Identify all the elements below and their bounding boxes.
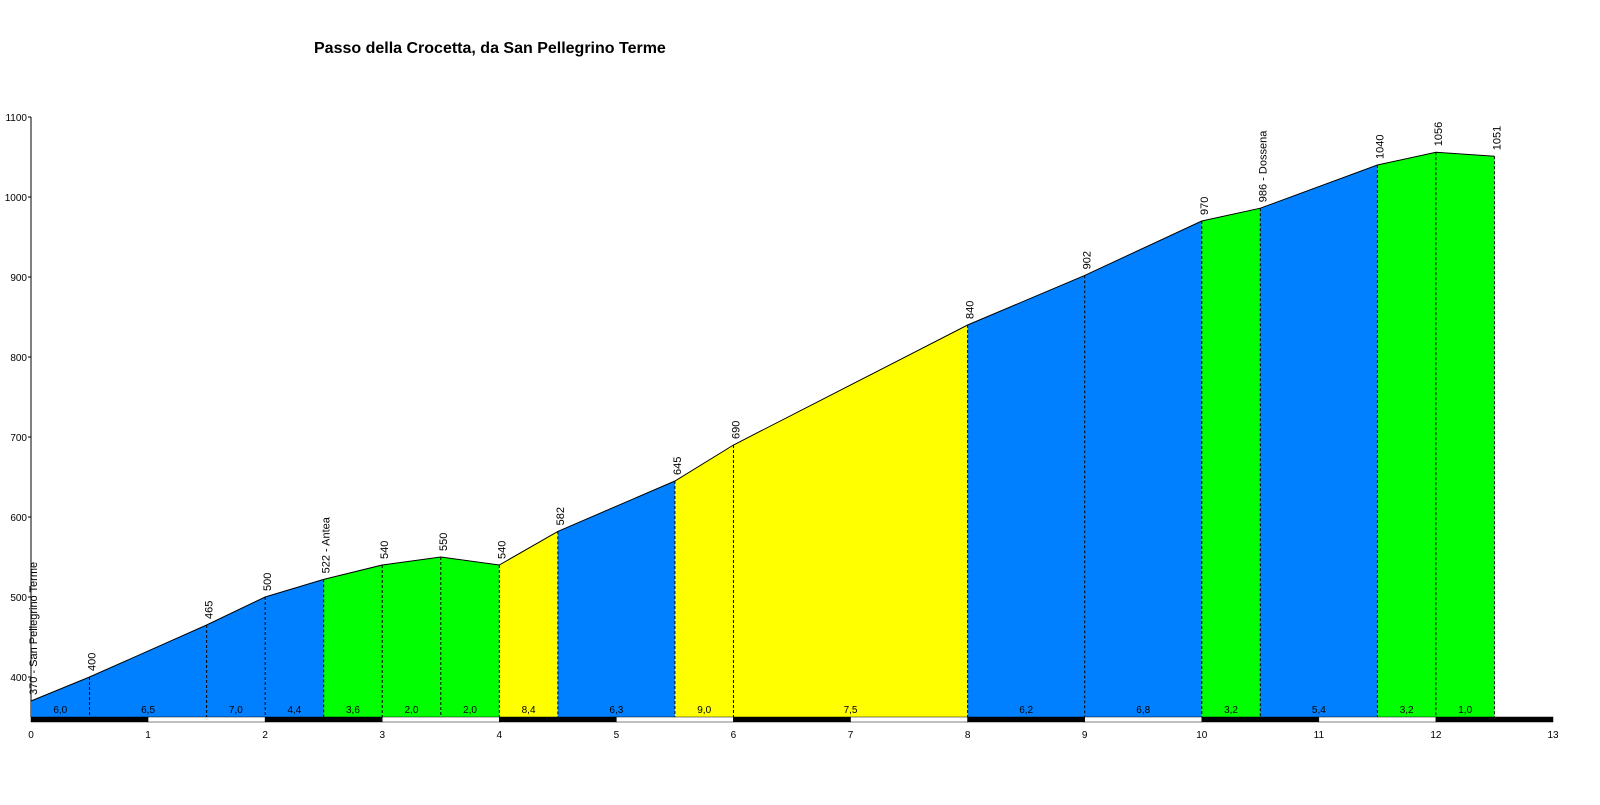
distance-bar xyxy=(1435,716,1554,723)
distance-bar xyxy=(147,716,266,723)
elevation-label: 840 xyxy=(965,301,977,319)
x-tick-label: 1 xyxy=(145,730,151,741)
gradient-label: 6,8 xyxy=(1136,705,1150,716)
x-tick-label: 6 xyxy=(731,730,737,741)
x-tick-label: 11 xyxy=(1314,730,1325,741)
elevation-label: 1040 xyxy=(1374,135,1386,159)
y-tick-label: 800 xyxy=(10,353,27,364)
elevation-label: 582 xyxy=(555,507,567,525)
x-tick-label: 0 xyxy=(28,730,34,741)
chart-title: Passo della Crocetta, da San Pellegrino … xyxy=(314,40,666,57)
elevation-label: 1056 xyxy=(1433,122,1445,146)
distance-bar xyxy=(850,716,968,723)
gradient-label: 3,6 xyxy=(346,705,360,716)
elevation-label: 550 xyxy=(438,533,450,551)
gradient-label: 8,4 xyxy=(522,705,536,716)
distance-bar xyxy=(264,716,383,723)
y-tick-label: 1000 xyxy=(5,193,28,204)
y-tick-label: 900 xyxy=(10,273,27,284)
distance-bar xyxy=(1318,716,1437,723)
segment-area xyxy=(1084,221,1202,717)
y-tick-label: 700 xyxy=(10,433,27,444)
y-tick-label: 500 xyxy=(10,593,27,604)
y-tick-label: 1100 xyxy=(5,113,27,124)
segment-area xyxy=(1435,152,1495,717)
elevation-label: 986 - Dossena xyxy=(1257,130,1269,202)
x-tick-label: 9 xyxy=(1082,730,1088,741)
y-tick-label: 400 xyxy=(10,673,27,684)
gradient-label: 7,5 xyxy=(844,705,858,716)
profile-line xyxy=(30,151,1495,702)
elevation-label: 400 xyxy=(87,653,99,671)
gradient-label: 9,0 xyxy=(697,705,711,716)
x-tick-label: 13 xyxy=(1547,730,1559,741)
segment-area xyxy=(206,597,266,717)
gradient-label: 3,2 xyxy=(1224,705,1238,716)
gradient-label: 7,0 xyxy=(229,705,243,716)
distance-bar xyxy=(1084,716,1203,723)
segment-area xyxy=(440,557,500,717)
elevation-label: 1051 xyxy=(1491,126,1503,150)
gradient-label: 1,0 xyxy=(1458,705,1472,716)
x-tick-label: 3 xyxy=(379,730,385,741)
gradient-label: 6,3 xyxy=(609,705,623,716)
distance-bar xyxy=(733,716,851,723)
gradient-label: 6,5 xyxy=(141,705,155,716)
x-tick-label: 4 xyxy=(497,730,503,741)
gradient-label: 6,2 xyxy=(1019,705,1033,716)
elevation-label: 690 xyxy=(730,421,742,439)
elevation-label: 370 - San Pellegrino Terme xyxy=(28,562,40,695)
distance-bar xyxy=(30,716,149,723)
gradient-label: 6,0 xyxy=(53,705,67,716)
elevation-label: 522 - Antea xyxy=(321,516,333,573)
segment-area xyxy=(967,275,1085,717)
distance-bar xyxy=(967,716,1085,723)
segment-area xyxy=(382,557,441,717)
gradient-label: 2,0 xyxy=(463,705,477,716)
x-tick-label: 5 xyxy=(614,730,620,741)
elevation-label: 540 xyxy=(379,541,391,559)
segment-area xyxy=(733,325,968,717)
gradient-label: 2,0 xyxy=(405,705,419,716)
y-tick-label: 600 xyxy=(10,513,27,524)
segment-area xyxy=(1377,152,1436,717)
distance-bar xyxy=(381,716,500,723)
elevation-label: 540 xyxy=(496,541,508,559)
segment-area xyxy=(1201,208,1261,717)
gradient-label: 5,4 xyxy=(1312,705,1326,716)
gradient-label: 3,2 xyxy=(1400,705,1414,716)
distance-bar xyxy=(499,716,617,723)
distance-bar xyxy=(616,716,734,723)
segment-area xyxy=(674,445,734,717)
segment-area xyxy=(31,677,90,717)
segment-area xyxy=(323,565,383,717)
segment-area xyxy=(499,531,558,717)
segment-area xyxy=(265,579,324,717)
x-tick-label: 8 xyxy=(965,730,971,741)
x-tick-label: 10 xyxy=(1196,730,1208,741)
distance-bar xyxy=(1201,716,1320,723)
elevation-label: 465 xyxy=(204,601,216,619)
x-tick-label: 7 xyxy=(848,730,854,741)
elevation-label: 645 xyxy=(672,457,684,475)
elevation-label: 500 xyxy=(262,573,274,591)
elevation-label: 970 xyxy=(1199,197,1211,215)
elevation-label: 902 xyxy=(1082,251,1094,269)
x-tick-label: 12 xyxy=(1430,730,1442,741)
segment-area xyxy=(89,625,207,717)
segment-area xyxy=(557,481,675,717)
gradient-label: 4,4 xyxy=(287,705,301,716)
segment-area xyxy=(1260,165,1378,717)
x-tick-label: 2 xyxy=(262,730,268,741)
